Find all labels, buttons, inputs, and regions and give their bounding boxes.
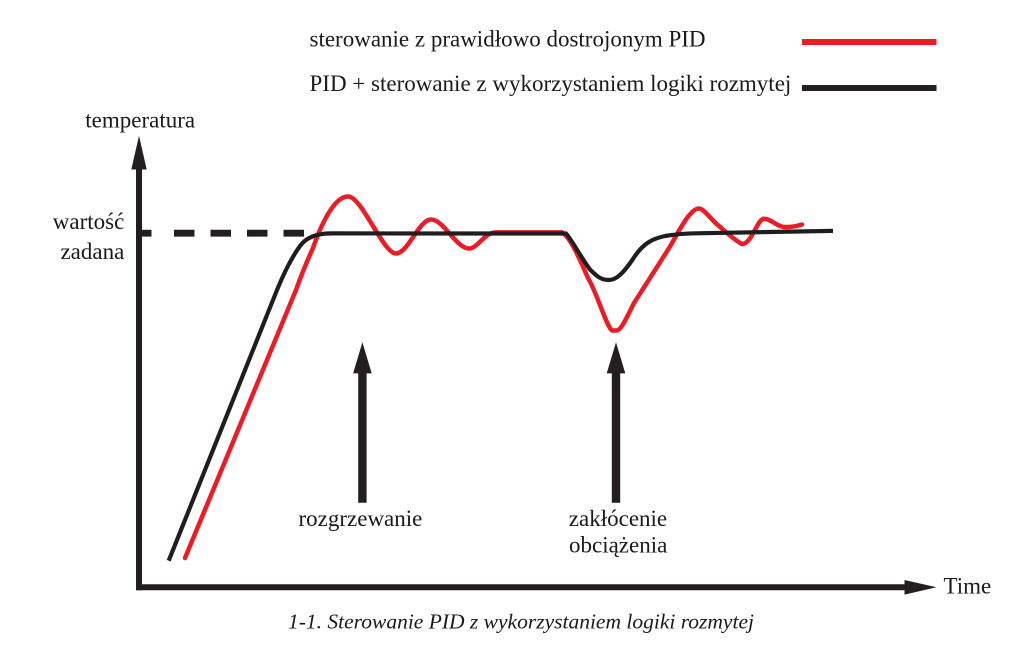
svg-text:Time: Time <box>944 573 992 598</box>
svg-text:zadana: zadana <box>60 239 124 264</box>
svg-text:sterowanie z prawidłowo dostro: sterowanie z prawidłowo dostrojonym PID <box>310 27 706 52</box>
svg-text:obciążenia: obciążenia <box>569 533 667 558</box>
svg-text:rozgrzewanie: rozgrzewanie <box>299 506 423 531</box>
svg-text:PID + sterowanie z wykorzystan: PID + sterowanie z wykorzystaniem logiki… <box>310 71 792 96</box>
svg-text:1-1. Sterowanie PID z wykorzys: 1-1. Sterowanie PID z wykorzystaniem log… <box>288 610 754 634</box>
svg-text:temperatura: temperatura <box>85 107 195 132</box>
svg-text:zakłócenie: zakłócenie <box>569 506 667 531</box>
svg-text:wartość: wartość <box>53 209 125 234</box>
